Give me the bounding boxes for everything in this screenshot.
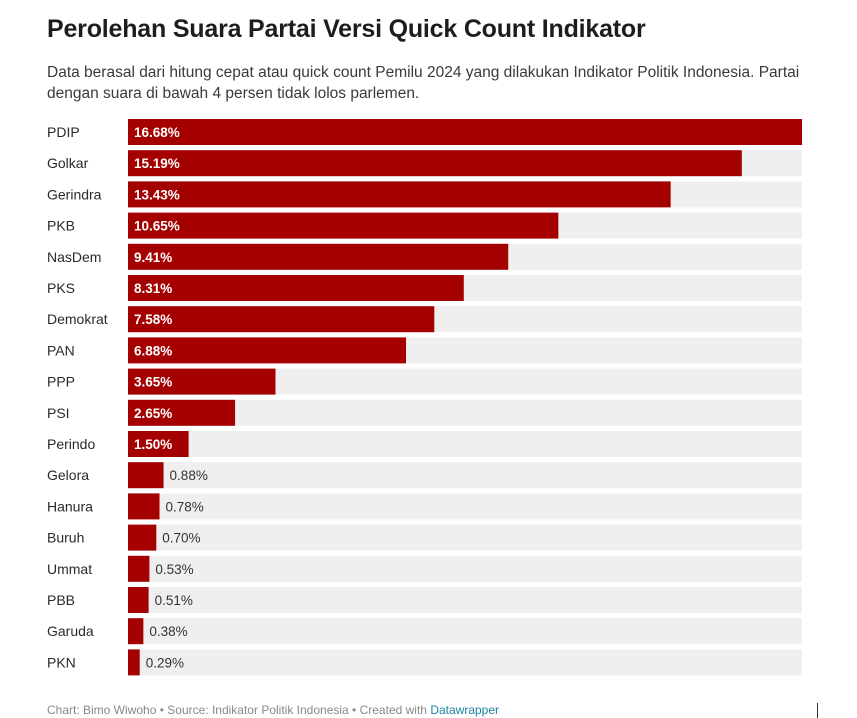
value-label-demokrat: 7.58% xyxy=(134,312,172,327)
bar-buruh xyxy=(128,524,157,551)
bar-track-perindo xyxy=(128,431,802,457)
category-label-gelora: Gelora xyxy=(47,467,89,483)
value-label-pan: 6.88% xyxy=(134,343,172,358)
category-label-hanura: Hanura xyxy=(47,498,93,514)
bar-pks xyxy=(128,275,464,301)
value-label-gerindra: 13.43% xyxy=(134,187,180,202)
category-label-perindo: Perindo xyxy=(47,436,95,452)
bar-track-garuda xyxy=(128,618,802,645)
category-label-pkn: PKN xyxy=(47,654,76,670)
value-label-pkn: 0.29% xyxy=(146,655,184,670)
bar-garuda xyxy=(128,618,144,645)
value-label-ummat: 0.53% xyxy=(155,562,193,577)
category-label-demokrat: Demokrat xyxy=(47,311,108,327)
category-label-ummat: Ummat xyxy=(47,561,92,577)
datawrapper-link[interactable]: Datawrapper xyxy=(430,703,500,717)
category-label-pbb: PBB xyxy=(47,592,75,608)
value-label-pbb: 0.51% xyxy=(155,593,193,608)
bar-pan xyxy=(128,337,407,364)
bar-track-pbb xyxy=(128,587,802,613)
frame-edge xyxy=(817,703,818,718)
chart-title: Perolehan Suara Partai Versi Quick Count… xyxy=(47,15,646,43)
chart-subtitle: Data berasal dari hitung cepat atau quic… xyxy=(47,64,800,102)
value-label-gelora: 0.88% xyxy=(170,468,208,483)
category-label-pdip: PDIP xyxy=(47,124,80,140)
bar-pkb xyxy=(128,212,559,239)
bar-pdip xyxy=(128,119,802,145)
value-label-perindo: 1.50% xyxy=(134,437,172,452)
bar-gerindra xyxy=(128,181,671,208)
bar-perindo xyxy=(128,431,189,457)
category-label-pan: PAN xyxy=(47,342,75,358)
chart-credit: Chart: Bimo Wiwoho xyxy=(47,703,157,717)
category-label-nasdem: NasDem xyxy=(47,249,101,265)
bar-ummat xyxy=(128,555,150,582)
bar-gelora xyxy=(128,462,164,489)
footer-separator: • xyxy=(159,703,164,717)
value-label-buruh: 0.70% xyxy=(162,531,200,546)
category-label-buruh: Buruh xyxy=(47,530,84,546)
value-label-nasdem: 9.41% xyxy=(134,250,172,265)
bar-pkn xyxy=(128,649,140,676)
value-label-psi: 2.65% xyxy=(134,406,172,421)
bar-hanura xyxy=(128,493,160,520)
bar-track-ummat xyxy=(128,555,802,582)
category-label-pkb: PKB xyxy=(47,218,75,234)
value-label-golkar: 15.19% xyxy=(134,156,180,171)
bar-psi xyxy=(128,399,236,426)
bar-track-pkn xyxy=(128,649,802,676)
footer-separator: • xyxy=(352,703,357,717)
created-with-text: Created with xyxy=(359,703,427,717)
bar-track-buruh xyxy=(128,524,802,551)
chart-footer: Chart: Bimo Wiwoho • Source: Indikator P… xyxy=(47,703,499,717)
bar-nasdem xyxy=(128,243,509,270)
category-label-golkar: Golkar xyxy=(47,155,89,171)
value-label-garuda: 0.38% xyxy=(149,624,187,639)
bar-golkar xyxy=(128,150,742,177)
bar-track-gelora xyxy=(128,462,802,489)
value-label-pdip: 16.68% xyxy=(134,125,180,140)
bar-track-psi xyxy=(128,399,802,426)
bar-demokrat xyxy=(128,306,435,333)
value-label-ppp: 3.65% xyxy=(134,375,172,390)
category-label-gerindra: Gerindra xyxy=(47,186,102,202)
category-label-ppp: PPP xyxy=(47,374,75,390)
value-label-hanura: 0.78% xyxy=(166,499,204,514)
value-label-pks: 8.31% xyxy=(134,281,172,296)
bar-pbb xyxy=(128,587,149,613)
category-label-psi: PSI xyxy=(47,405,70,421)
source-note: Source: Indikator Politik Indonesia xyxy=(167,703,349,717)
value-label-pkb: 10.65% xyxy=(134,219,180,234)
category-label-pks: PKS xyxy=(47,280,75,296)
bar-track-hanura xyxy=(128,493,802,520)
bar-ppp xyxy=(128,368,276,395)
category-label-garuda: Garuda xyxy=(47,623,94,639)
